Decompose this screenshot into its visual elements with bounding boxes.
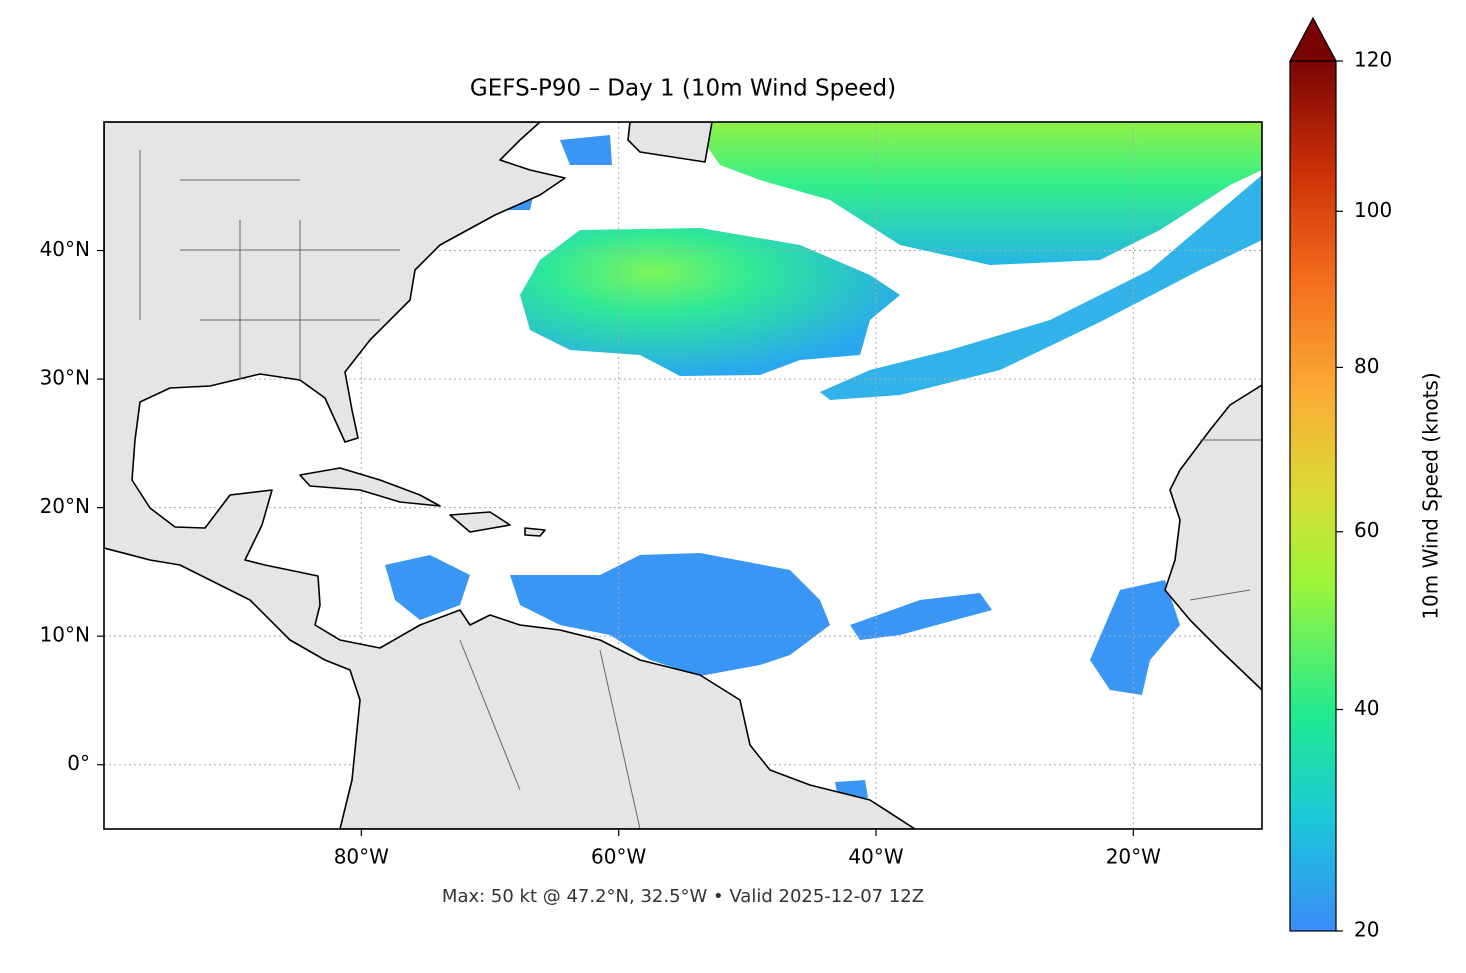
chart-title: GEFS-P90 – Day 1 (10m Wind Speed) <box>470 76 896 102</box>
wind-area <box>850 593 992 640</box>
x-tick-label: 20°W <box>1106 845 1161 869</box>
graticule <box>104 122 1262 829</box>
colorbar-tick-label: 20 <box>1354 918 1379 942</box>
colorbar-tick-label: 40 <box>1354 696 1379 720</box>
colorbar-tick-label: 100 <box>1354 198 1392 222</box>
wind-area <box>520 228 900 376</box>
wind-area <box>690 122 1262 265</box>
y-tick-label: 10°N <box>40 623 90 647</box>
x-tick-label: 80°W <box>334 845 389 869</box>
colorbar-extend <box>1288 16 1338 62</box>
plot-frame <box>103 121 1263 830</box>
puerto-rico <box>524 527 546 537</box>
map <box>104 122 1262 829</box>
cuba <box>299 467 441 507</box>
y-tick-label: 40°N <box>40 237 90 261</box>
y-tick-label: 0° <box>67 751 90 775</box>
borders <box>139 150 1262 829</box>
colorbar-tick-label: 80 <box>1354 354 1379 378</box>
wind-area <box>1090 580 1180 695</box>
wind-area <box>385 555 470 620</box>
colorbar-label: 10m Wind Speed (knots) <box>1419 372 1443 619</box>
x-tick-label: 40°W <box>848 845 903 869</box>
colorbar: 10m Wind Speed (knots) <box>1288 16 1443 932</box>
footnote: Max: 50 kt @ 47.2°N, 32.5°W • Valid 2025… <box>442 886 924 907</box>
y-tick-label: 20°N <box>40 494 90 518</box>
wind-field <box>248 122 1262 798</box>
colorbar-scale <box>1289 60 1337 932</box>
y-tick-label: 30°N <box>40 366 90 390</box>
x-tick-label: 60°W <box>591 845 646 869</box>
africa <box>1164 384 1262 691</box>
wind-area <box>820 175 1262 400</box>
hispaniola <box>449 511 511 533</box>
colorbar-tick-label: 120 <box>1354 48 1392 72</box>
newfoundland <box>627 122 713 163</box>
colorbar-tick-label: 60 <box>1354 518 1379 542</box>
wind-area <box>510 553 830 676</box>
americas <box>104 122 916 829</box>
